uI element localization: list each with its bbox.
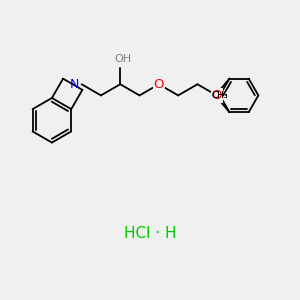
Text: O: O — [154, 78, 164, 91]
Text: OH: OH — [114, 54, 131, 64]
Text: CH₃: CH₃ — [211, 91, 228, 100]
Text: HCl · H: HCl · H — [124, 226, 176, 241]
Text: O: O — [212, 89, 222, 102]
Text: CH₃: CH₃ — [211, 91, 228, 100]
Text: N: N — [70, 78, 79, 91]
